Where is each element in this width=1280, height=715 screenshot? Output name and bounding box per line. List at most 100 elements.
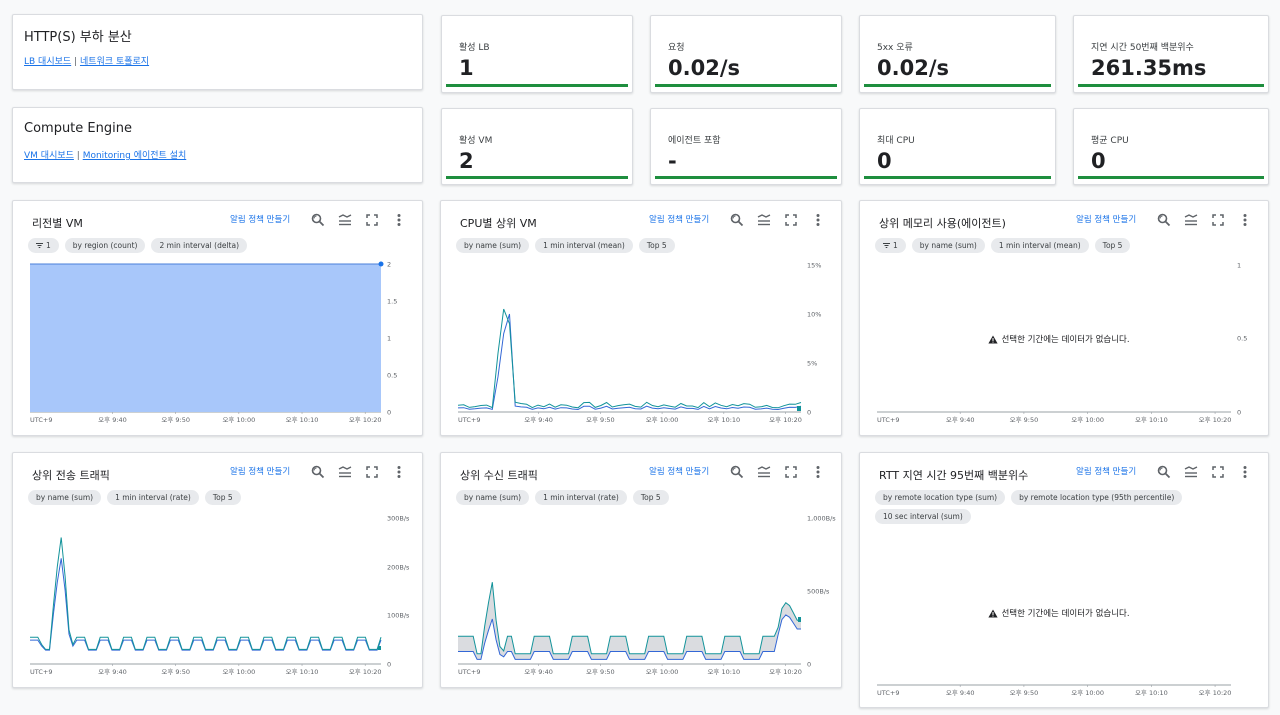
fullscreen-icon[interactable] <box>782 463 800 481</box>
chart-plot[interactable]: 15% 10% 5% 0 UTC+9 오후 9:40 오후 9:50 오후 10:00 오후 1… <box>441 201 843 437</box>
aggregation-chip[interactable]: 1 min interval (mean) <box>535 238 633 253</box>
aggregation-chip[interactable]: by name (sum) <box>456 238 530 253</box>
x-tick-label: 오후 10:00 <box>1071 689 1104 697</box>
aggregation-chip[interactable]: 10 sec interval (sum) <box>875 509 971 524</box>
x-tick-label: 오후 10:00 <box>222 668 255 676</box>
more-options-icon[interactable] <box>1236 211 1254 229</box>
legend-toggle-icon[interactable] <box>1182 211 1200 229</box>
chip-label: 10 sec interval (sum) <box>883 512 963 521</box>
x-tick-label: 오후 10:20 <box>349 668 382 676</box>
explore-query-icon[interactable] <box>309 211 327 229</box>
explore-query-icon[interactable] <box>1155 463 1173 481</box>
more-options-icon[interactable] <box>1236 463 1254 481</box>
x-tick-label: 오후 10:20 <box>1199 416 1232 424</box>
aggregation-chip[interactable]: by region (count) <box>64 238 146 253</box>
fullscreen-icon[interactable] <box>363 211 381 229</box>
fullscreen-icon[interactable] <box>782 211 800 229</box>
chart-plot[interactable]: 300B/s 200B/s 100B/s 0 UTC+9 오후 9:40 오후 9:50 오후… <box>13 453 424 689</box>
stat-label: 최대 CPU <box>877 136 915 146</box>
chart-plot[interactable]: UTC+9 오후 9:40 오후 9:50 오후 10:00 오후 10:10 오후 10… <box>860 453 1270 709</box>
legend-toggle-icon[interactable] <box>336 211 354 229</box>
legend-toggle-icon[interactable] <box>755 463 773 481</box>
y-tick-label: 0 <box>807 409 811 417</box>
explore-query-icon[interactable] <box>309 463 327 481</box>
chip-label: by name (sum) <box>36 493 94 502</box>
create-alert-policy-link[interactable]: 알림 정책 만들기 <box>230 215 291 225</box>
y-tick-label: 0.5 <box>1237 335 1247 343</box>
series-area <box>30 264 381 412</box>
chip-label: by remote location type (95th percentile… <box>1019 493 1175 502</box>
stat-label: 활성 VM <box>459 136 493 146</box>
lb-dashboard-link[interactable]: LB 대시보드 <box>24 57 72 67</box>
stat-card-latency-p50[interactable]: 지연 시간 50번째 백분위수 261.35ms <box>1073 15 1269 93</box>
no-data-message: 선택한 기간에는 데이터가 없습니다. <box>974 607 1144 619</box>
legend-toggle-icon[interactable] <box>755 211 773 229</box>
aggregation-chip[interactable]: by remote location type (sum) <box>875 490 1006 505</box>
more-options-icon[interactable] <box>390 211 408 229</box>
aggregation-chip[interactable]: Top 5 <box>204 490 241 505</box>
stat-card-requests[interactable]: 요청 0.02/s <box>650 15 842 93</box>
stat-card-active-lb[interactable]: 활성 LB 1 <box>441 15 633 93</box>
more-options-icon[interactable] <box>809 211 827 229</box>
more-options-icon[interactable] <box>390 463 408 481</box>
create-alert-policy-link[interactable]: 알림 정책 만들기 <box>649 215 710 225</box>
stat-value: 0.02/s <box>877 56 949 80</box>
chip-label: by name (sum) <box>464 493 522 502</box>
create-alert-policy-link[interactable]: 알림 정책 만들기 <box>1076 467 1137 477</box>
aggregation-chip[interactable]: Top 5 <box>1094 238 1131 253</box>
stat-value: 0 <box>877 149 892 173</box>
chart-chips: by name (sum) 1 min interval (rate) Top 5 <box>456 490 831 505</box>
y-tick-label: 15% <box>807 262 821 270</box>
stat-card-with-agent[interactable]: 에이전트 포함 - <box>650 108 842 185</box>
x-tick-label: 오후 10:20 <box>1199 689 1232 697</box>
filter-chip[interactable]: 1 <box>28 238 59 253</box>
chart-title: 리전별 VM <box>32 217 83 230</box>
fullscreen-icon[interactable] <box>1209 463 1227 481</box>
network-topology-link[interactable]: 네트워크 토폴로지 <box>79 57 150 67</box>
no-data-text: 선택한 기간에는 데이터가 없습니다. <box>1001 609 1130 619</box>
vm-dashboard-link[interactable]: VM 대시보드 <box>24 151 74 161</box>
explore-query-icon[interactable] <box>1155 211 1173 229</box>
chip-label: 2 min interval (delta) <box>159 241 239 250</box>
aggregation-chip[interactable]: 1 min interval (mean) <box>990 238 1089 253</box>
explore-query-icon[interactable] <box>728 211 746 229</box>
aggregation-chip[interactable]: by remote location type (95th percentile… <box>1011 490 1183 505</box>
chart-plot[interactable]: 2 1.5 1 0.5 0 UTC+9 오후 9:40 오후 9:50 오후 10:00 오후 1… <box>13 201 424 437</box>
aggregation-chip[interactable]: 1 min interval (rate) <box>535 490 627 505</box>
explore-query-icon[interactable] <box>728 463 746 481</box>
aggregation-chip[interactable]: 2 min interval (delta) <box>151 238 247 253</box>
aggregation-chip[interactable]: 1 min interval (rate) <box>107 490 199 505</box>
legend-toggle-icon[interactable] <box>1182 463 1200 481</box>
aggregation-chip[interactable]: by name (sum) <box>911 238 985 253</box>
stat-card-avg-cpu[interactable]: 평균 CPU 0 <box>1073 108 1269 185</box>
aggregation-chip[interactable]: Top 5 <box>638 238 675 253</box>
x-tick-label: 오후 9:40 <box>98 416 127 424</box>
stat-card-5xx-errors[interactable]: 5xx 오류 0.02/s <box>859 15 1056 93</box>
aggregation-chip[interactable]: Top 5 <box>632 490 669 505</box>
create-alert-policy-link[interactable]: 알림 정책 만들기 <box>230 467 291 477</box>
no-data-text: 선택한 기간에는 데이터가 없습니다. <box>1001 334 1130 345</box>
fullscreen-icon[interactable] <box>1209 211 1227 229</box>
y-tick-label: 10% <box>807 311 821 319</box>
chip-label: 1 <box>893 241 898 250</box>
series-endpoint <box>798 617 801 622</box>
stat-card-active-vm[interactable]: 활성 VM 2 <box>441 108 633 185</box>
aggregation-chip[interactable]: by name (sum) <box>28 490 102 505</box>
aggregation-chip[interactable]: by name (sum) <box>456 490 530 505</box>
series-line-1 <box>458 582 801 655</box>
filter-chip[interactable]: 1 <box>875 238 906 253</box>
more-options-icon[interactable] <box>809 463 827 481</box>
fullscreen-icon[interactable] <box>363 463 381 481</box>
create-alert-policy-link[interactable]: 알림 정책 만들기 <box>1076 215 1137 225</box>
ce-card-title: Compute Engine <box>24 121 132 136</box>
stat-value: 0.02/s <box>668 56 740 80</box>
legend-toggle-icon[interactable] <box>336 463 354 481</box>
stat-card-max-cpu[interactable]: 최대 CPU 0 <box>859 108 1056 185</box>
chart-plot[interactable]: 1 0.5 0 UTC+9 오후 9:40 오후 9:50 오후 10:00 오후 10:10… <box>860 201 1270 437</box>
y-tick-label: 0 <box>387 409 391 417</box>
create-alert-policy-link[interactable]: 알림 정책 만들기 <box>649 467 710 477</box>
install-monitoring-agent-link[interactable]: Monitoring 에이전트 설치 <box>82 151 187 161</box>
x-tick-label: UTC+9 <box>877 689 899 697</box>
chart-plot[interactable]: 1,000B/s 500B/s 0 UTC+9 오후 9:40 오후 9:50 오후 10:… <box>441 453 843 689</box>
stat-value: 0 <box>1091 149 1106 173</box>
